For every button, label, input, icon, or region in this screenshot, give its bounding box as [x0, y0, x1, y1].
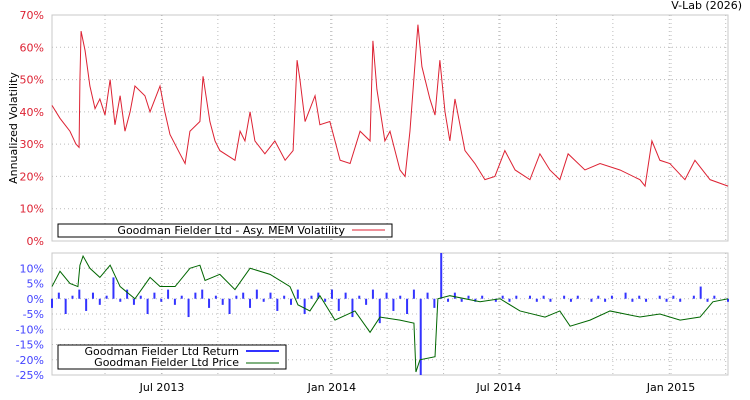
x-tick-label: Jul 2013 [139, 381, 185, 394]
y-tick-label: -15% [16, 339, 44, 352]
y-tick-label: 60% [20, 41, 44, 54]
x-tick-label: Jan 2015 [646, 381, 695, 394]
y-tick-label: 0% [27, 235, 44, 248]
volatility-line [51, 24, 729, 188]
y-tick-label: 10% [20, 203, 44, 216]
top-legend-box [57, 223, 393, 238]
legend-label-volatility: Goodman Fielder Ltd - Asy. MEM Volatilit… [117, 224, 345, 237]
credit: V-Lab (2026) [671, 0, 742, 12]
y-tick-label: -5% [23, 308, 44, 321]
y-tick-label: 20% [20, 170, 44, 183]
legend-label-price: Goodman Fielder Ltd Price [94, 356, 239, 369]
bottom-legend-box [57, 344, 287, 370]
y-tick-label: 50% [20, 74, 44, 87]
x-tick-label: Jul 2014 [475, 381, 521, 394]
y-tick-label: -20% [16, 354, 44, 367]
y-tick-label: 30% [20, 138, 44, 151]
y-tick-label: 70% [20, 9, 44, 22]
x-tick-label: Jan 2014 [307, 381, 356, 394]
y-tick-label: 5% [27, 278, 44, 291]
top-plot-frame [51, 14, 729, 242]
price-line [51, 254, 729, 373]
y-tick-label: -25% [16, 369, 44, 382]
y-tick-label: 10% [20, 262, 44, 275]
legend-label-return: Goodman Fielder Ltd Return [85, 345, 240, 358]
y-tick-label: 40% [20, 106, 44, 119]
y-tick-label: 0% [27, 293, 44, 306]
y-tick-label: -10% [16, 323, 44, 336]
y-axis-label: Annualized Volatility [7, 72, 20, 184]
